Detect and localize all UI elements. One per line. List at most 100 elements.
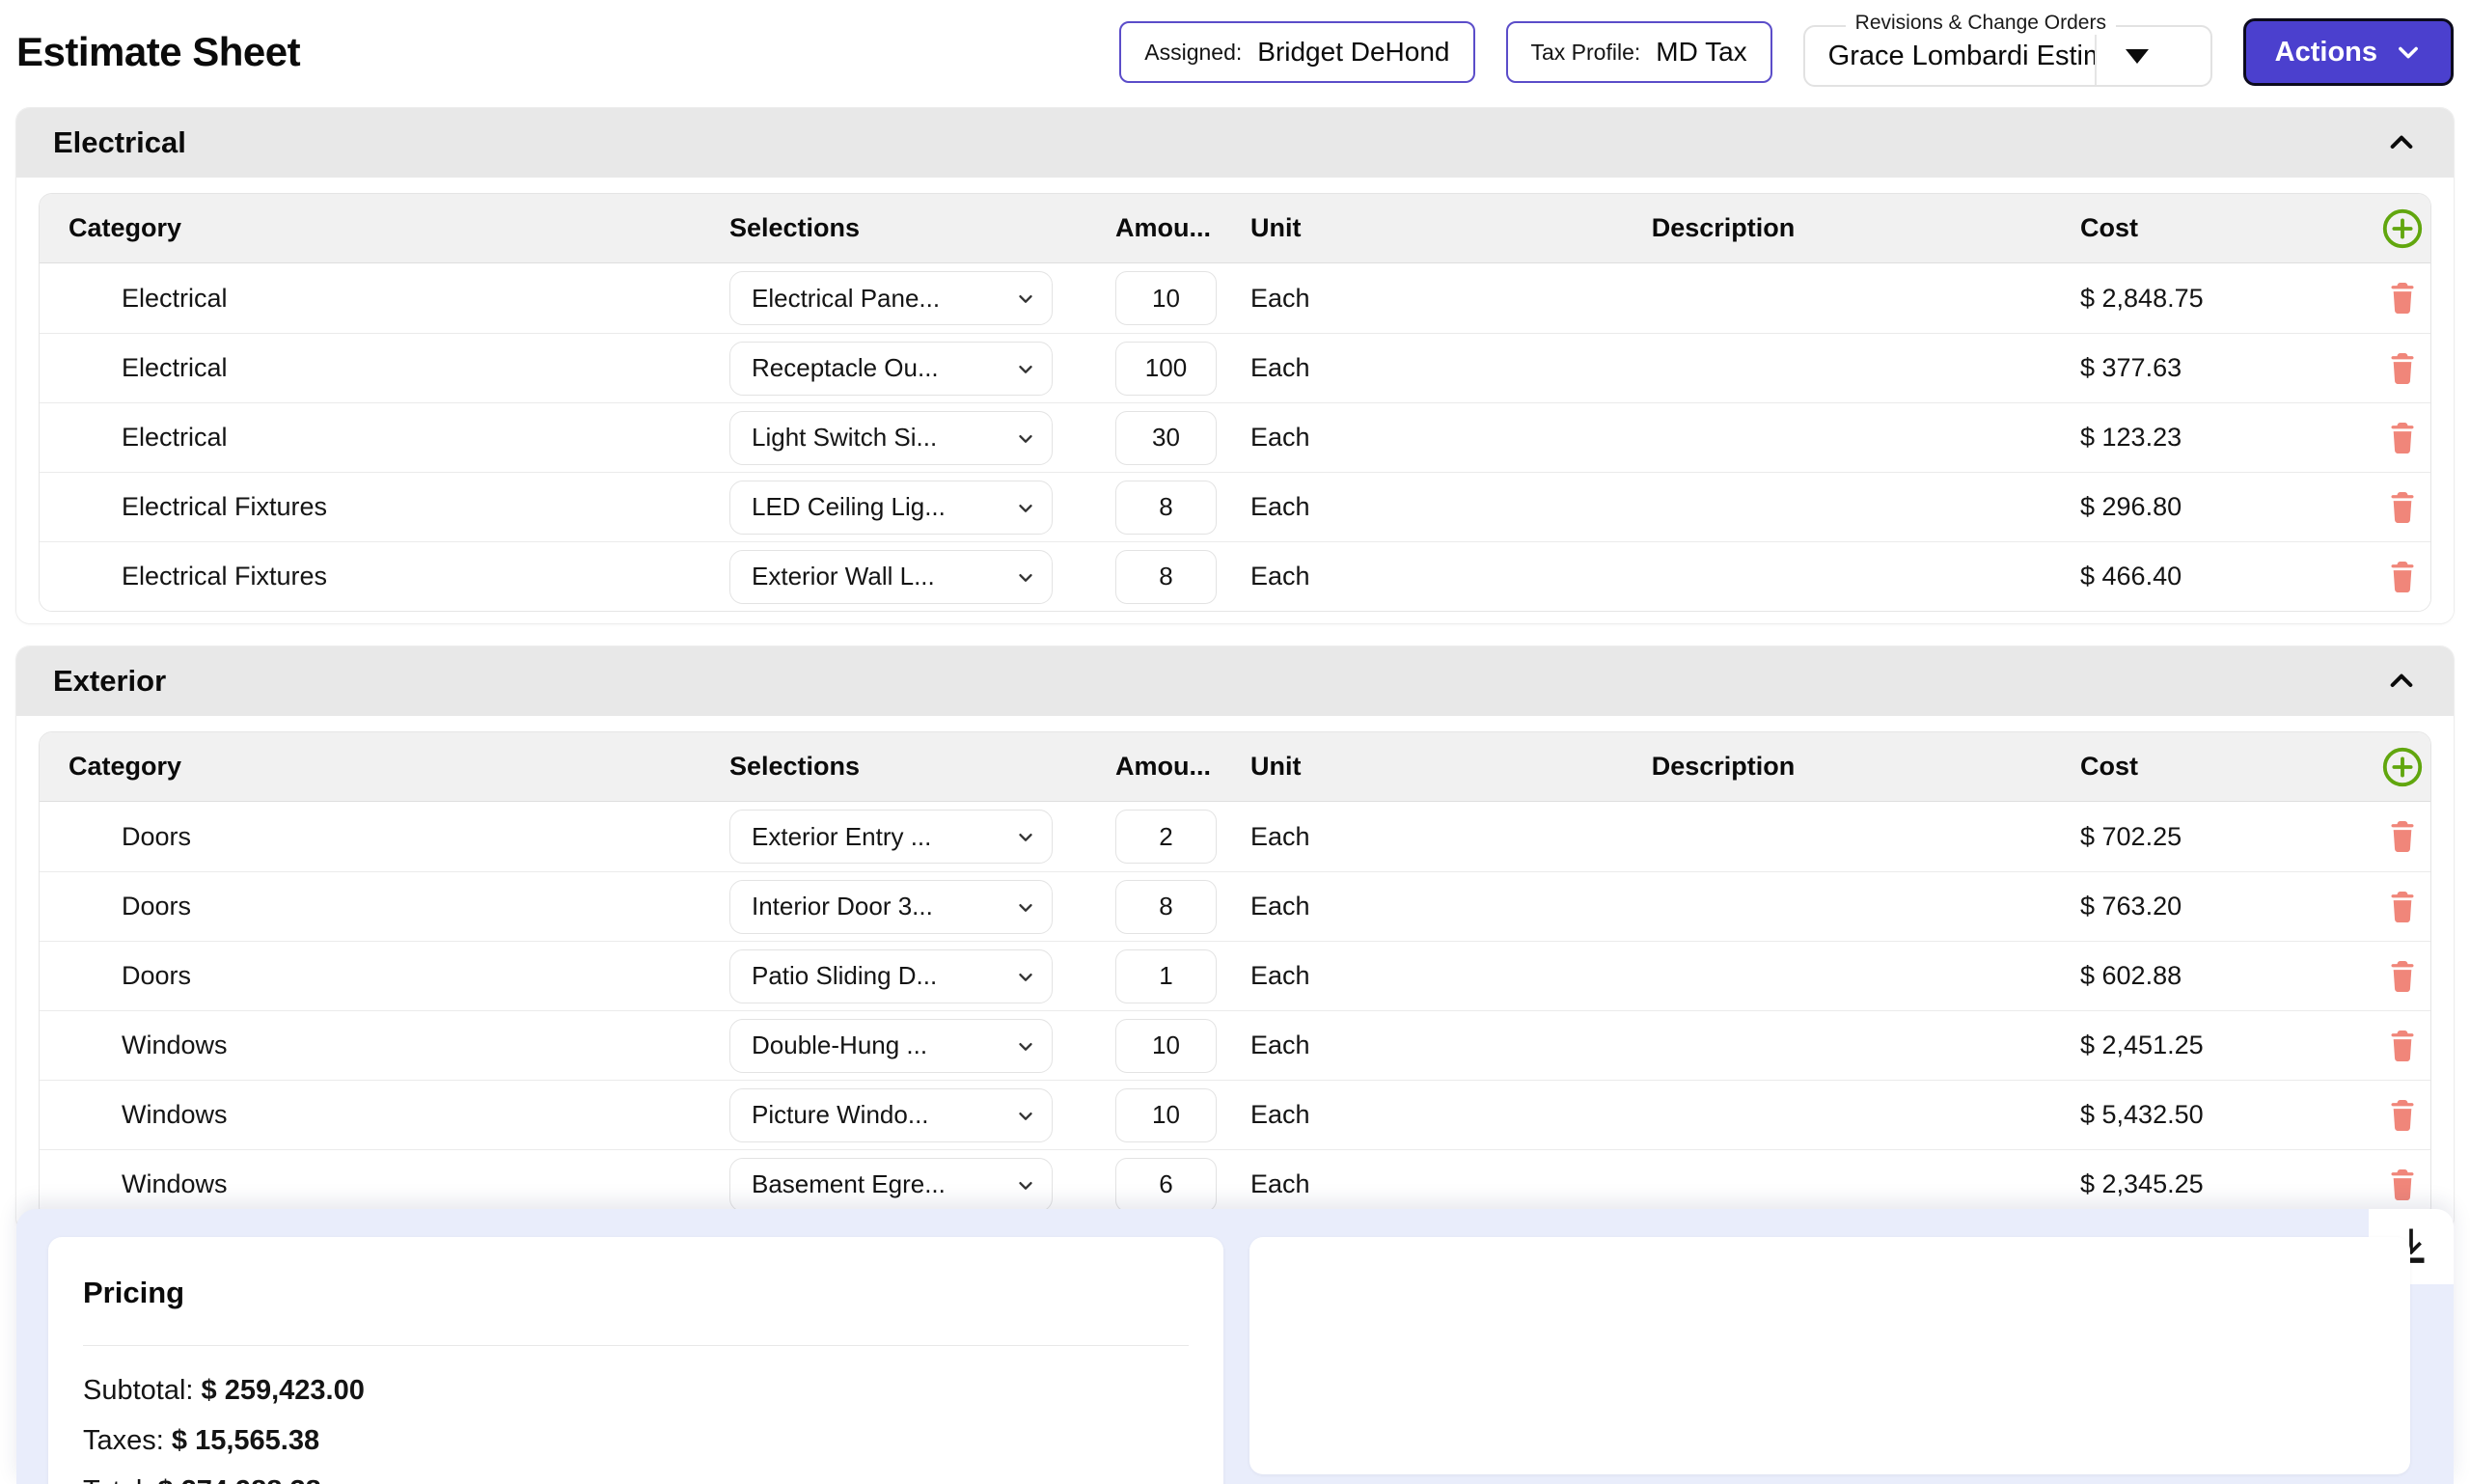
amount-input[interactable] <box>1115 879 1217 934</box>
delete-row-button[interactable] <box>2385 817 2420 856</box>
amount-input[interactable] <box>1115 810 1217 864</box>
add-line-item-button[interactable] <box>2380 206 2425 251</box>
selection-dropdown[interactable]: Light Switch Si... <box>729 410 1053 465</box>
row-unit: Each <box>1250 353 1310 382</box>
table-header-row: Category Selections Amou... Unit Descrip… <box>40 194 2430 263</box>
delete-row-button[interactable] <box>2385 488 2420 527</box>
section-title: Electrical <box>53 125 186 159</box>
collapse-section-icon[interactable] <box>2386 127 2417 158</box>
selection-dropdown[interactable]: Patio Sliding D... <box>729 948 1053 1003</box>
table-row: Electrical Light Switch Si... Each $ 123… <box>40 402 2430 472</box>
trash-icon <box>2391 1168 2414 1200</box>
selection-dropdown[interactable]: Interior Door 3... <box>729 879 1053 934</box>
amount-input[interactable] <box>1115 1087 1217 1142</box>
row-cost: $ 2,848.75 <box>2080 283 2204 313</box>
column-header-amount: Amou... <box>1115 213 1211 242</box>
chevron-down-icon <box>1019 294 1032 303</box>
selection-dropdown[interactable]: Picture Windo... <box>729 1087 1053 1142</box>
row-unit: Each <box>1250 821 1310 851</box>
selection-dropdown[interactable]: Receptacle Ou... <box>729 341 1053 396</box>
column-header-unit: Unit <box>1250 752 1302 781</box>
delete-row-button[interactable] <box>2385 558 2420 596</box>
pricing-card: Pricing Subtotal: $ 259,423.00 Taxes: $ … <box>48 1237 1223 1484</box>
row-category: Electrical <box>122 423 228 452</box>
amount-input[interactable] <box>1115 1157 1217 1212</box>
amount-input[interactable] <box>1115 410 1217 465</box>
delete-row-button[interactable] <box>2385 419 2420 457</box>
chevron-down-icon <box>1019 1042 1032 1051</box>
row-unit: Each <box>1250 1169 1310 1198</box>
column-header-selections: Selections <box>729 213 861 242</box>
delete-row-button[interactable] <box>2385 279 2420 317</box>
delete-row-button[interactable] <box>2385 1166 2420 1204</box>
selection-dropdown[interactable]: Basement Egre... <box>729 1157 1053 1212</box>
chevron-down-icon <box>2399 46 2418 59</box>
column-header-selections: Selections <box>729 752 861 781</box>
delete-row-button[interactable] <box>2385 1096 2420 1135</box>
chevron-down-icon <box>1019 903 1032 912</box>
delete-row-button[interactable] <box>2385 888 2420 926</box>
chevron-down-icon <box>1019 833 1032 841</box>
delete-row-button[interactable] <box>2385 957 2420 996</box>
assigned-chip[interactable]: Assigned: Bridget DeHond <box>1119 21 1475 83</box>
tax-profile-chip[interactable]: Tax Profile: MD Tax <box>1505 21 1772 83</box>
section-header[interactable]: Exterior <box>16 646 2454 716</box>
row-category: Doors <box>122 892 192 921</box>
line-items-table: Category Selections Amou... Unit Descrip… <box>39 193 2431 612</box>
selection-dropdown[interactable]: Exterior Wall L... <box>729 549 1053 604</box>
row-unit: Each <box>1250 283 1310 313</box>
delete-row-button[interactable] <box>2385 349 2420 388</box>
amount-input[interactable] <box>1115 480 1217 535</box>
column-header-description: Description <box>1651 213 1796 242</box>
table-body: Electrical Electrical Pane... Each $ 2,8… <box>40 263 2430 611</box>
column-header-unit: Unit <box>1250 213 1302 242</box>
row-unit: Each <box>1250 562 1310 591</box>
trash-icon <box>2391 422 2414 453</box>
total-label: Total: <box>83 1475 150 1484</box>
selection-dropdown[interactable]: Exterior Entry ... <box>729 810 1053 864</box>
row-cost: $ 2,345.25 <box>2080 1169 2204 1198</box>
row-category: Electrical Fixtures <box>122 562 328 591</box>
subtotal-label: Subtotal: <box>83 1375 194 1406</box>
trash-icon <box>2391 491 2414 523</box>
row-category: Electrical <box>122 283 228 313</box>
row-category: Doors <box>122 821 192 851</box>
selection-dropdown[interactable]: LED Ceiling Lig... <box>729 480 1053 535</box>
table-row: Electrical Receptacle Ou... Each $ 377.6… <box>40 333 2430 402</box>
amount-input[interactable] <box>1115 341 1217 396</box>
revisions-dropdown-arrow-icon[interactable] <box>2097 27 2178 85</box>
section-card: Exterior Category Selections Amou... Uni… <box>16 646 2454 1231</box>
secondary-panel <box>1249 1237 2410 1474</box>
amount-input[interactable] <box>1115 948 1217 1003</box>
row-unit: Each <box>1250 423 1310 452</box>
amount-input[interactable] <box>1115 549 1217 604</box>
table-row: Electrical Fixtures LED Ceiling Lig... E… <box>40 472 2430 541</box>
divider <box>83 1345 1189 1346</box>
table-row: Windows Basement Egre... Each $ 2,345.25 <box>40 1149 2430 1219</box>
total-value: $ 274,988.38 <box>157 1475 320 1484</box>
selection-dropdown-value: Interior Door 3... <box>752 892 933 921</box>
amount-input[interactable] <box>1115 1018 1217 1073</box>
row-category: Electrical Fixtures <box>122 492 328 521</box>
add-line-item-button[interactable] <box>2380 745 2425 789</box>
selection-dropdown-value: Electrical Pane... <box>752 283 941 313</box>
page-title: Estimate Sheet <box>16 29 301 74</box>
selection-dropdown-value: LED Ceiling Lig... <box>752 492 946 521</box>
delete-row-button[interactable] <box>2385 1027 2420 1065</box>
chevron-down-icon <box>1019 434 1032 443</box>
revisions-select[interactable]: Revisions & Change Orders Grace Lombardi… <box>1802 12 2212 87</box>
actions-button[interactable]: Actions <box>2242 18 2454 86</box>
collapse-section-icon[interactable] <box>2386 666 2417 697</box>
selection-dropdown-value: Exterior Wall L... <box>752 562 935 591</box>
plus-circle-icon <box>2382 208 2423 248</box>
selection-dropdown-value: Basement Egre... <box>752 1169 946 1198</box>
table-header-row: Category Selections Amou... Unit Descrip… <box>40 732 2430 802</box>
selection-dropdown[interactable]: Double-Hung ... <box>729 1018 1053 1073</box>
section-header[interactable]: Electrical <box>16 108 2454 178</box>
selection-dropdown[interactable]: Electrical Pane... <box>729 271 1053 325</box>
column-header-description: Description <box>1651 752 1796 781</box>
amount-input[interactable] <box>1115 271 1217 325</box>
trash-icon <box>2391 891 2414 922</box>
row-cost: $ 763.20 <box>2080 892 2182 921</box>
